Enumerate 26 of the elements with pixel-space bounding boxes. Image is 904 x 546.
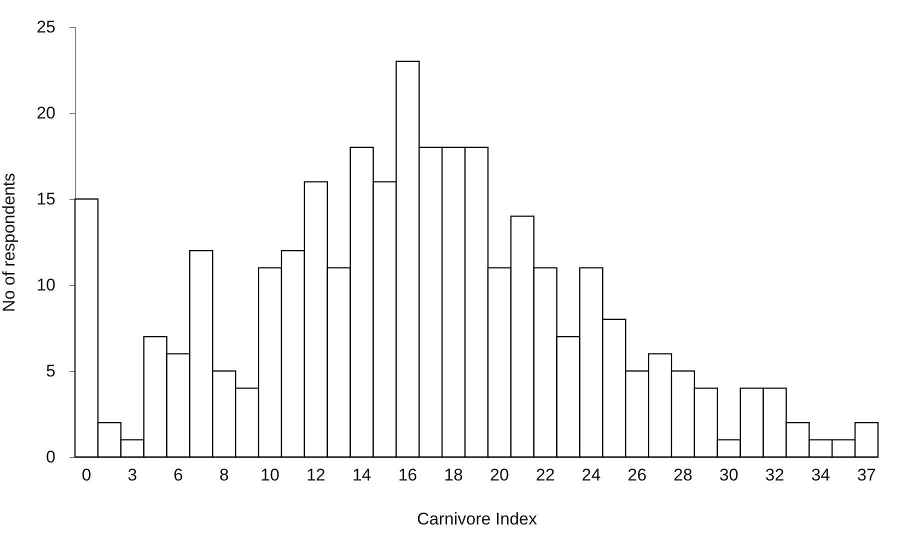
x-tick-label: 22 <box>536 466 555 484</box>
x-tick-label: 6 <box>174 466 183 484</box>
x-tick-label: 20 <box>490 466 509 484</box>
x-tick-label: 12 <box>306 466 326 484</box>
x-tick-label: 32 <box>765 466 784 484</box>
y-tick-label: 20 <box>36 104 56 122</box>
x-axis-title: Carnivore Index <box>416 510 538 528</box>
y-axis-title: No of respondents <box>0 173 19 312</box>
y-tick-label: 10 <box>36 276 56 294</box>
x-tick-label: 16 <box>398 466 418 484</box>
y-tick-label: 0 <box>46 448 56 466</box>
x-tick-label: 14 <box>352 466 372 484</box>
x-tick-label: 18 <box>444 466 464 484</box>
x-tick-label: 30 <box>719 466 738 484</box>
y-tick-label: 15 <box>36 190 56 208</box>
x-tick-label: 37 <box>857 466 876 484</box>
x-tick-label: 34 <box>811 466 830 484</box>
x-tick-label: 10 <box>260 466 280 484</box>
x-tick-label: 26 <box>628 466 647 484</box>
x-tick-label: 8 <box>219 466 229 484</box>
x-tick-label: 3 <box>128 466 138 484</box>
y-tick-label: 5 <box>46 362 56 380</box>
y-tick-label: 25 <box>36 18 56 36</box>
x-tick-label: 0 <box>82 466 92 484</box>
x-tick-label: 24 <box>582 466 601 484</box>
x-tick-label: 28 <box>674 466 692 484</box>
